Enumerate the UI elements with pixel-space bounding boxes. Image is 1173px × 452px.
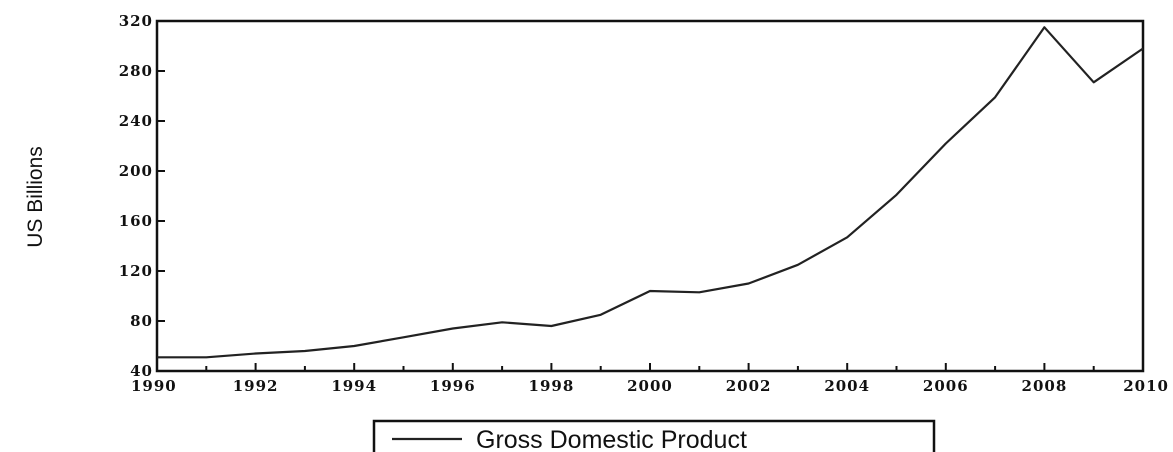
y-tick-label: 280: [119, 62, 153, 80]
x-tick-label: 1992: [233, 377, 279, 395]
y-tick-label: 240: [119, 112, 153, 130]
y-tick-label: 320: [119, 12, 153, 30]
x-tick-label: 2002: [726, 377, 772, 395]
y-tick-label: 200: [119, 162, 153, 180]
y-tick-label: 40: [130, 362, 153, 380]
legend-box: [372, 419, 936, 452]
x-tick-label: 1998: [529, 377, 575, 395]
y-tick-label: 120: [119, 262, 153, 280]
y-axis-label: US Billions: [24, 146, 47, 248]
x-tick-label: 2006: [923, 377, 969, 395]
y-tick-label: 160: [119, 212, 153, 230]
x-tick-label: 1994: [331, 377, 377, 395]
legend: Gross Domestic Product: [372, 419, 936, 452]
x-axis: 1990 1992 1994 1996 1998 2000 2002 2004 2006 2008…: [131, 363, 1169, 395]
series-line-gross-domestic-product: [157, 26, 1144, 359]
x-tick-label: 2010: [1123, 377, 1169, 395]
plot-frame: [155, 19, 1145, 373]
x-tick-label: 2008: [1022, 377, 1068, 395]
x-tick-label: 2004: [824, 377, 870, 395]
x-tick-label: 1990: [131, 377, 177, 395]
y-axis: 40 80 120 160 200 240 280 320: [119, 12, 165, 380]
x-tick-label: 1996: [430, 377, 476, 395]
x-tick-label: 2000: [627, 377, 673, 395]
y-tick-label: 80: [130, 312, 153, 330]
legend-label: Gross Domestic Product: [476, 426, 747, 452]
